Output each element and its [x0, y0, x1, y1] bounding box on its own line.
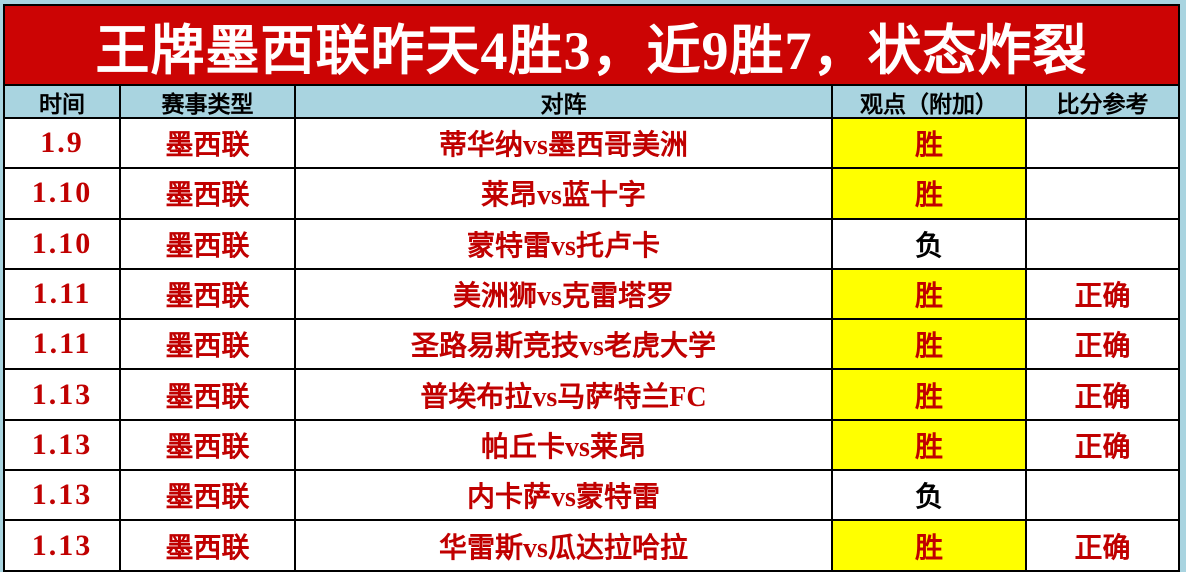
- league-cell: 墨西联: [121, 320, 294, 369]
- header-score-ref: 比分参考: [1027, 86, 1178, 117]
- league-cell: 墨西联: [121, 219, 294, 268]
- result-cell: 正确: [1027, 370, 1178, 419]
- match-cell: 莱昂vs蓝十字: [296, 169, 831, 218]
- date-cell: 1.11: [5, 320, 119, 369]
- league-cell: 墨西联: [121, 521, 294, 570]
- spreadsheet: 王牌墨西联昨天4胜3，近9胜7，状态炸裂 时间 赛事类型 对阵 观点（附加） 比…: [3, 4, 1180, 572]
- match-cell: 华雷斯vs瓜达拉哈拉: [296, 521, 831, 570]
- header-time: 时间: [5, 86, 119, 117]
- pick-cell: 负: [833, 219, 1025, 268]
- pick-cell: 负: [833, 471, 1025, 520]
- predictions-table: 时间 赛事类型 对阵 观点（附加） 比分参考 1.9 墨西联 蒂华纳vs墨西哥美…: [3, 86, 1180, 572]
- date-cell: 1.13: [5, 370, 119, 419]
- league-cell: 墨西联: [121, 269, 294, 319]
- header-match: 对阵: [296, 86, 831, 117]
- header-pick: 观点（附加）: [833, 86, 1025, 117]
- match-cell: 蒂华纳vs墨西哥美洲: [296, 119, 831, 168]
- result-cell: [1027, 219, 1178, 268]
- league-cell: 墨西联: [121, 119, 294, 168]
- match-cell: 美洲狮vs克雷塔罗: [296, 269, 831, 319]
- header-league: 赛事类型: [121, 86, 294, 117]
- pick-cell: 胜: [833, 169, 1025, 218]
- result-cell: 正确: [1027, 320, 1178, 369]
- pick-cell: 胜: [833, 119, 1025, 168]
- date-cell: 1.9: [5, 119, 119, 168]
- pick-cell: 胜: [833, 269, 1025, 319]
- match-cell: 帕丘卡vs莱昂: [296, 420, 831, 470]
- league-cell: 墨西联: [121, 420, 294, 470]
- result-cell: 正确: [1027, 269, 1178, 319]
- result-cell: 正确: [1027, 420, 1178, 470]
- result-cell: [1027, 471, 1178, 520]
- date-cell: 1.13: [5, 521, 119, 570]
- pick-cell: 胜: [833, 521, 1025, 570]
- league-cell: 墨西联: [121, 370, 294, 419]
- date-cell: 1.13: [5, 471, 119, 520]
- date-cell: 1.10: [5, 219, 119, 268]
- league-cell: 墨西联: [121, 471, 294, 520]
- date-cell: 1.11: [5, 269, 119, 319]
- pick-cell: 胜: [833, 370, 1025, 419]
- match-cell: 内卡萨vs蒙特雷: [296, 471, 831, 520]
- match-cell: 蒙特雷vs托卢卡: [296, 219, 831, 268]
- result-cell: [1027, 169, 1178, 218]
- page-title: 王牌墨西联昨天4胜3，近9胜7，状态炸裂: [3, 4, 1180, 86]
- pick-cell: 胜: [833, 320, 1025, 369]
- match-cell: 普埃布拉vs马萨特兰FC: [296, 370, 831, 419]
- result-cell: [1027, 119, 1178, 168]
- date-cell: 1.10: [5, 169, 119, 218]
- match-cell: 圣路易斯竞技vs老虎大学: [296, 320, 831, 369]
- date-cell: 1.13: [5, 420, 119, 470]
- result-cell: 正确: [1027, 521, 1178, 570]
- pick-cell: 胜: [833, 420, 1025, 470]
- league-cell: 墨西联: [121, 169, 294, 218]
